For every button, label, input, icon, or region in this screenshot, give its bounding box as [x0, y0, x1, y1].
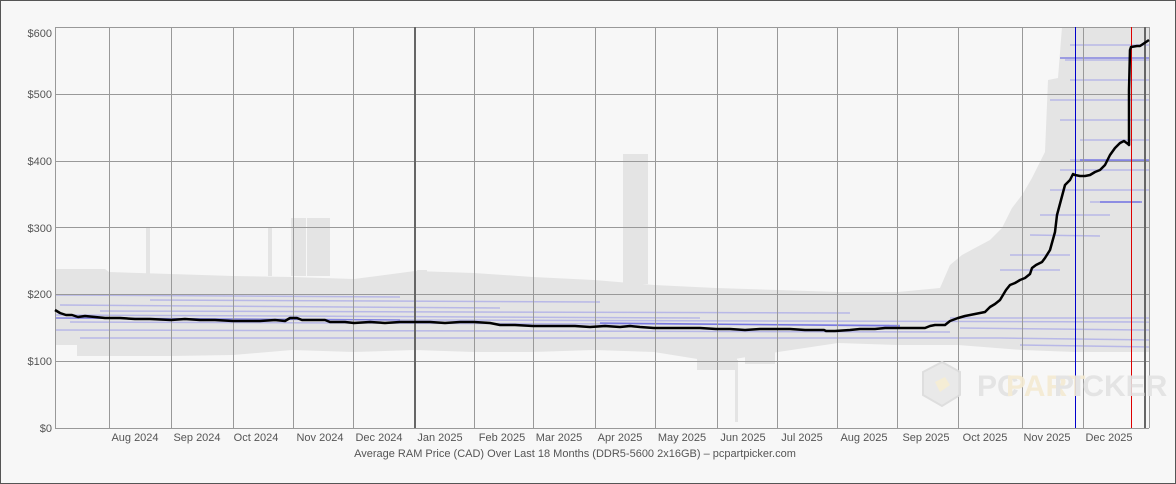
x-tick: Oct 2025: [963, 432, 1008, 444]
watermark-picker: PICKER: [1054, 370, 1168, 403]
y-tick-500: $500: [28, 89, 52, 101]
x-tick: Apr 2025: [598, 432, 643, 444]
x-tick: Sep 2024: [173, 432, 220, 444]
y-tick-300: $300: [28, 223, 52, 235]
y-gridlines: [55, 27, 1149, 429]
x-tick: Jun 2025: [720, 432, 765, 444]
y-tick-600: $600: [28, 28, 52, 40]
x-tick: May 2025: [658, 432, 706, 444]
x-tick: Jul 2025: [781, 432, 823, 444]
x-axis: Aug 2024 Sep 2024 Oct 2024 Nov 2024 Dec …: [111, 432, 1132, 444]
watermark-part: PART: [1006, 370, 1085, 403]
x-tick: Dec 2025: [1085, 432, 1132, 444]
average-price-line: [54, 38, 1150, 333]
y-tick-200: $200: [28, 289, 52, 301]
listing-lines-strong: [54, 57, 1149, 327]
x-tick: Nov 2025: [1023, 432, 1070, 444]
price-range-band: [55, 27, 1149, 422]
x-tick: Aug 2024: [111, 432, 158, 444]
box-logo-icon: [922, 360, 961, 408]
y-tick-0: $0: [40, 423, 52, 435]
x-tick: Sep 2025: [902, 432, 949, 444]
watermark-pc: PC: [977, 370, 1019, 403]
y-tick-400: $400: [28, 156, 52, 168]
y-axis: $0 $100 $200 $300 $400 $500 $600: [28, 28, 52, 435]
y-tick-100: $100: [28, 356, 52, 368]
x-tick: Oct 2024: [234, 432, 279, 444]
chart-caption: Average RAM Price (CAD) Over Last 18 Mon…: [354, 448, 796, 460]
x-tick: Nov 2024: [296, 432, 343, 444]
x-tick: Dec 2024: [355, 432, 402, 444]
x-gridlines: [55, 27, 1150, 428]
pcpartpicker-watermark: PC PART PICKER: [922, 360, 1168, 408]
x-tick: Aug 2025: [840, 432, 887, 444]
x-tick: Mar 2025: [536, 432, 582, 444]
x-tick: Jan 2025: [417, 432, 462, 444]
x-tick: Feb 2025: [479, 432, 525, 444]
